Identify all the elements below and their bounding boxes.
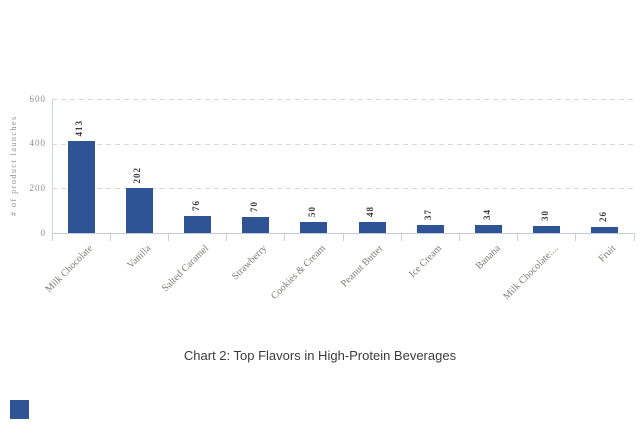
x-tick-mark xyxy=(400,233,402,241)
bar-value-label: 34 xyxy=(481,209,492,220)
bar xyxy=(242,217,270,233)
gridline xyxy=(52,143,634,145)
bar-value-label: 26 xyxy=(597,211,608,222)
x-tick-mark xyxy=(167,233,169,241)
x-tick-mark xyxy=(51,233,53,241)
chart-caption: Chart 2: Top Flavors in High-Protein Bev… xyxy=(183,348,457,363)
bar-value-label: 413 xyxy=(74,119,85,137)
x-tick-mark xyxy=(226,233,228,241)
bar-value-label: 76 xyxy=(190,200,201,211)
bar-value-label: 48 xyxy=(365,206,376,217)
y-tick-label: 600 xyxy=(29,93,46,104)
bar-value-label: 37 xyxy=(423,209,434,220)
x-category-label: Ice Cream xyxy=(407,243,445,281)
bar xyxy=(591,227,619,233)
y-tick-label: 0 xyxy=(40,227,46,238)
x-category-label: Fruit xyxy=(597,243,619,265)
bar xyxy=(416,225,444,233)
x-category-label: Milk Chocolate:... xyxy=(501,243,561,303)
y-axis-line xyxy=(52,99,53,233)
x-tick-mark xyxy=(109,233,111,241)
bar-value-label: 70 xyxy=(248,201,259,212)
bar-value-label: 30 xyxy=(539,210,550,221)
x-category-label: Banana xyxy=(473,243,503,272)
x-category-label: Peanut Butter xyxy=(339,243,386,290)
y-tick-label: 200 xyxy=(29,182,46,193)
x-tick-mark xyxy=(517,233,519,241)
bar xyxy=(184,216,211,233)
bar xyxy=(125,188,153,233)
x-tick-mark xyxy=(342,233,344,241)
x-category-label: Milk Chocolate xyxy=(42,243,95,295)
x-tick-mark xyxy=(633,233,635,241)
bar xyxy=(358,222,386,233)
gridline xyxy=(52,188,634,190)
bar xyxy=(300,222,328,233)
x-category-label: Cookies & Cream xyxy=(268,243,328,302)
x-category-label: Vanilla xyxy=(125,243,154,271)
bar xyxy=(475,225,502,233)
bar-value-label: 50 xyxy=(306,206,317,217)
x-tick-mark xyxy=(575,233,577,241)
x-tick-mark xyxy=(284,233,286,241)
bar xyxy=(67,141,95,233)
gridline xyxy=(52,99,634,100)
bar xyxy=(533,226,561,233)
x-category-label: Strawberry xyxy=(230,243,270,283)
bar-value-label: 202 xyxy=(132,166,143,184)
y-tick-label: 400 xyxy=(29,138,46,149)
bottom-left-blue-square xyxy=(10,400,29,419)
x-category-label: Salted Caramel xyxy=(160,243,212,295)
x-tick-mark xyxy=(458,233,460,241)
